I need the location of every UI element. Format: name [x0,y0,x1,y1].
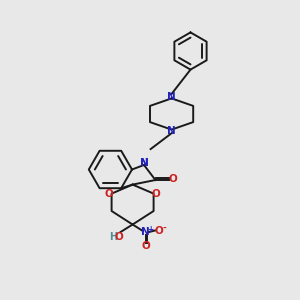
Text: N: N [141,227,150,237]
Text: O: O [152,189,160,199]
Text: H: H [109,232,117,242]
Text: O: O [154,226,163,236]
Text: N: N [167,92,176,103]
Text: O: O [115,232,124,242]
Text: -: - [163,224,166,232]
Text: O: O [105,189,114,199]
Text: +: + [148,224,154,233]
Text: O: O [168,174,177,184]
Text: O: O [141,241,150,251]
Text: N: N [140,158,149,169]
Text: N: N [140,158,149,169]
Text: N: N [167,125,176,136]
